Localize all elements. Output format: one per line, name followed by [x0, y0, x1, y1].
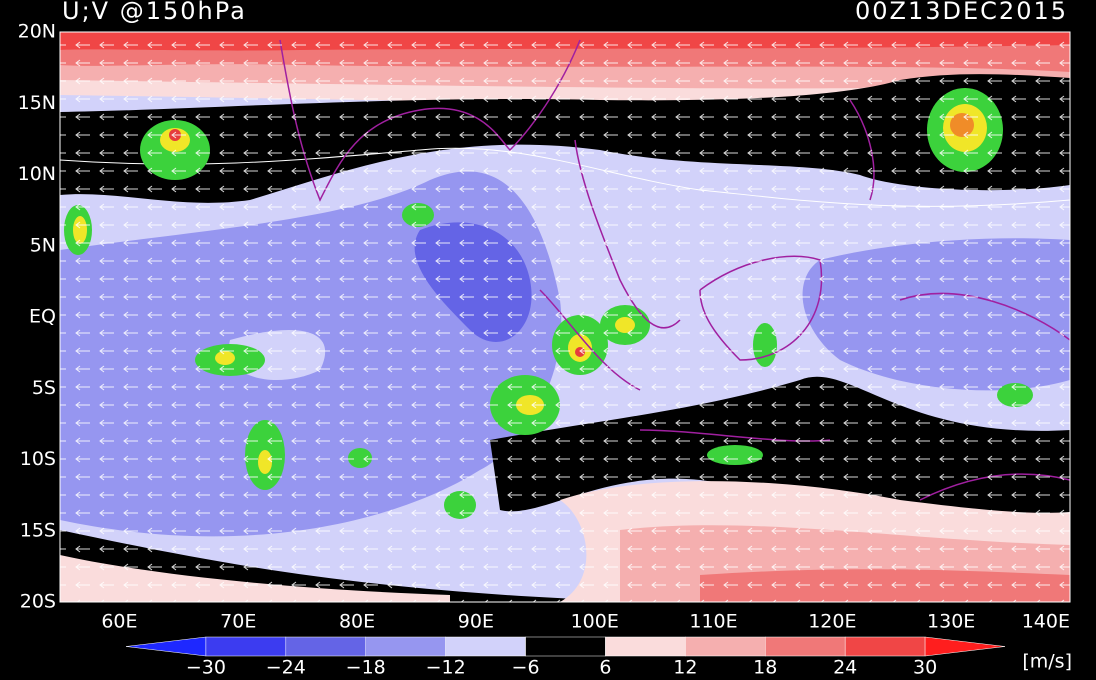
colorbar-cell	[285, 636, 366, 657]
colorbar-cell	[844, 636, 926, 657]
lat-label: EQ	[29, 306, 56, 328]
lon-label: 140E	[1022, 611, 1070, 633]
colorbar-cell	[765, 636, 846, 657]
lat-label: 20S	[20, 591, 56, 613]
lon-label: 100E	[571, 611, 619, 633]
colorbar-label: −24	[266, 657, 306, 679]
lat-label: 10S	[20, 448, 56, 470]
colorbar-cell	[605, 636, 686, 657]
colorbar-cell	[365, 636, 446, 657]
lat-label: 15N	[18, 92, 56, 114]
title: U;V @150hPa	[62, 0, 247, 25]
date: 00Z13DEC2015	[855, 0, 1068, 25]
colorbar-label: −6	[512, 657, 540, 679]
map-frame	[59, 31, 1071, 603]
colorbar-cell	[525, 636, 606, 657]
map-field	[60, 32, 1070, 602]
lat-label: 20N	[18, 21, 56, 43]
lat-label: 10N	[18, 163, 56, 185]
colorbar-arrow	[924, 636, 1006, 657]
lat-label: 15S	[20, 519, 56, 541]
colorbar-label: 24	[833, 657, 857, 679]
lon-label: 60E	[101, 611, 137, 633]
colorbar-label: 18	[753, 657, 777, 679]
wind-vectors	[60, 32, 1070, 602]
colorbar-cell	[445, 636, 526, 657]
lon-label: 130E	[927, 611, 975, 633]
lat-label: 5S	[32, 377, 56, 399]
colorbar-unit: [m/s]	[1022, 651, 1072, 673]
lon-label: 90E	[458, 611, 494, 633]
colorbar-label: 12	[673, 657, 697, 679]
lon-label: 70E	[220, 611, 256, 633]
colorbar-label: −30	[186, 657, 226, 679]
colorbar-cell	[205, 636, 287, 657]
colorbar-label: 6	[599, 657, 611, 679]
lon-label: 80E	[339, 611, 375, 633]
colorbar-arrow	[125, 636, 207, 657]
colorbar-cell	[685, 636, 766, 657]
colorbar-label: 30	[913, 657, 937, 679]
colorbar-label: −12	[426, 657, 466, 679]
lat-label: 5N	[30, 234, 56, 256]
lon-label: 120E	[808, 611, 856, 633]
colorbar-label: −18	[346, 657, 386, 679]
lon-label: 110E	[689, 611, 737, 633]
